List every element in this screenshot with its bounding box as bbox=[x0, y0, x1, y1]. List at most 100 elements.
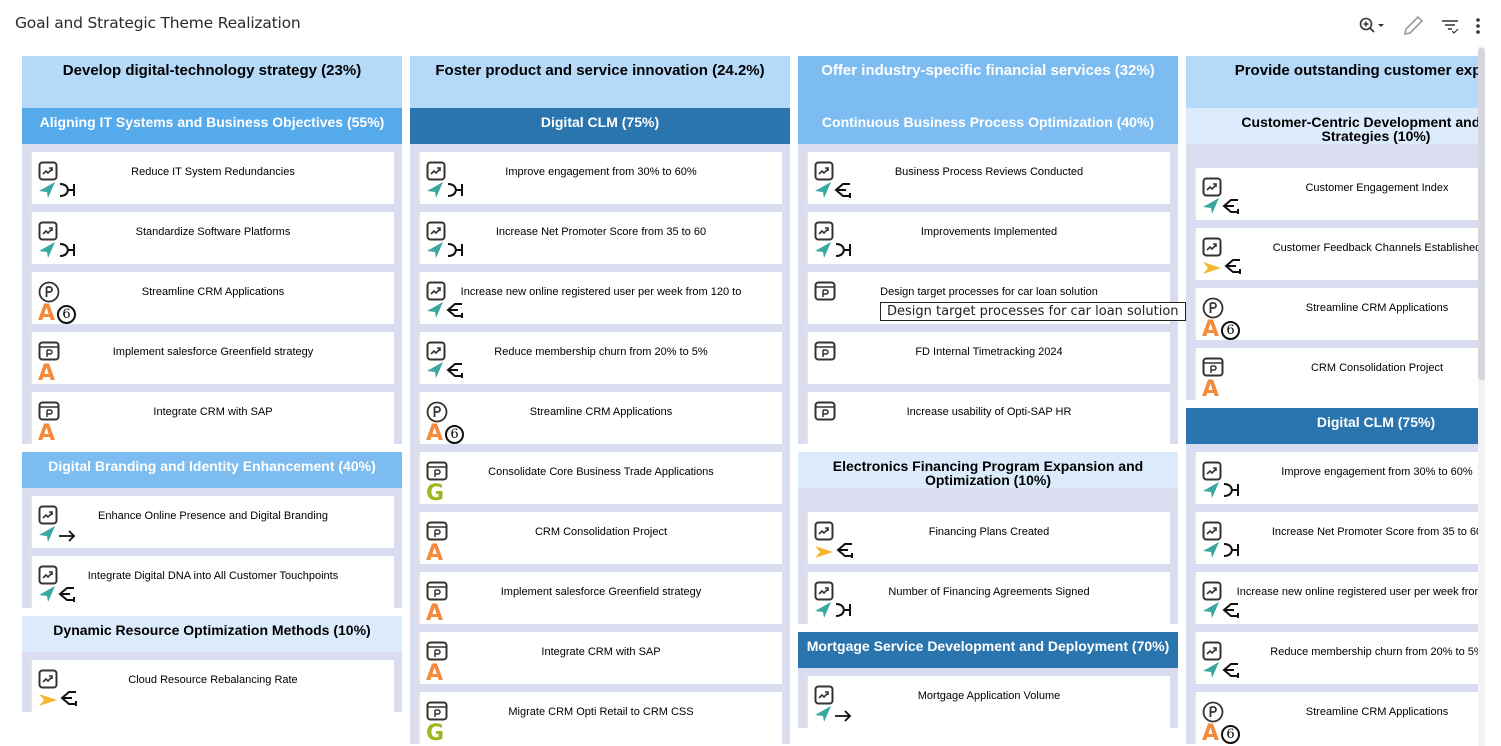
item-name: Reduce IT System Redundancies bbox=[131, 166, 295, 178]
item-card[interactable]: Streamline CRM Applications A 6 bbox=[30, 272, 394, 325]
scrollbar-thumb[interactable] bbox=[1478, 48, 1485, 380]
theme-header[interactable]: Develop digital-technology strategy (23%… bbox=[22, 56, 402, 108]
theme-header[interactable]: Foster product and service innovation (2… bbox=[410, 56, 790, 108]
item-name: Increase Net Promoter Score from 35 to 6… bbox=[495, 226, 707, 238]
item-card[interactable]: Implement salesforce Greenfield strategy… bbox=[418, 572, 782, 625]
vertical-scrollbar[interactable] bbox=[1478, 46, 1485, 746]
project-icon bbox=[426, 461, 448, 486]
column: Offer industry-specific financial servic… bbox=[798, 56, 1178, 736]
item-card[interactable]: Standardize Software Platforms bbox=[30, 212, 394, 264]
item-card[interactable]: Business Process Reviews Conducted bbox=[806, 152, 1170, 204]
item-status bbox=[814, 182, 852, 204]
item-status bbox=[38, 241, 76, 264]
column: Foster product and service innovation (2… bbox=[410, 56, 790, 746]
item-card[interactable]: Customer Feedback Channels Established bbox=[1194, 228, 1478, 280]
item-card[interactable]: Integrate CRM with SAP A bbox=[418, 632, 782, 685]
objective-group: Continuous Business Process Optimization… bbox=[798, 108, 1178, 444]
item-status bbox=[814, 706, 852, 728]
group-header[interactable]: Dynamic Resource Optimization Methods (1… bbox=[22, 616, 402, 652]
item-card[interactable]: Migrate CRM Opti Retail to CRM CSS G bbox=[418, 692, 782, 745]
item-card[interactable]: Customer Engagement Index bbox=[1194, 168, 1478, 220]
item-name: Customer Engagement Index bbox=[1305, 182, 1449, 194]
item-name: Standardize Software Platforms bbox=[135, 226, 291, 238]
group-header[interactable]: Digital CLM (75%) bbox=[410, 108, 790, 144]
zoom-in-icon[interactable] bbox=[1359, 17, 1385, 35]
item-name: Customer Feedback Channels Established bbox=[1272, 242, 1478, 254]
item-card[interactable]: Cloud Resource Rebalancing Rate bbox=[30, 660, 394, 712]
item-card[interactable]: Increase new online registered user per … bbox=[1194, 572, 1478, 624]
item-card[interactable]: Reduce IT System Redundancies bbox=[30, 152, 394, 204]
warning-arrow-icon bbox=[38, 693, 58, 712]
item-card[interactable]: Number of Financing Agreements Signed bbox=[806, 572, 1170, 624]
on-track-arrow-icon bbox=[1202, 481, 1220, 504]
project-icon bbox=[426, 581, 448, 606]
rag-status-A: A bbox=[1202, 377, 1220, 402]
group-header[interactable]: Digital Branding and Identity Enhancemen… bbox=[22, 452, 402, 488]
item-card[interactable]: Increase usability of Opti-SAP HR bbox=[806, 392, 1170, 444]
item-card[interactable]: Streamline CRM Applications A 6 bbox=[1194, 288, 1478, 341]
kpi-chart-icon bbox=[814, 161, 834, 186]
strategy-board: Develop digital-technology strategy (23%… bbox=[22, 56, 1478, 746]
group-body: Business Process Reviews Conducted Improv… bbox=[798, 144, 1178, 444]
kpi-chart-icon bbox=[426, 221, 446, 246]
group-body: Improve engagement from 30% to 60% Increa… bbox=[410, 144, 790, 745]
item-card[interactable]: Improve engagement from 30% to 60% bbox=[418, 152, 782, 204]
diverge-trend-icon bbox=[446, 361, 464, 384]
theme-header[interactable]: Provide outstanding customer experien bbox=[1186, 56, 1478, 108]
item-card[interactable]: Streamline CRM Applications A 6 bbox=[1194, 692, 1478, 745]
item-card[interactable]: Increase Net Promoter Score from 35 to 6… bbox=[418, 212, 782, 264]
project-icon bbox=[814, 281, 836, 306]
group-body: Improve engagement from 30% to 60% Increa… bbox=[1186, 444, 1478, 745]
group-header[interactable]: Mortgage Service Development and Deploym… bbox=[798, 632, 1178, 668]
item-status: A bbox=[426, 603, 443, 625]
diverge-trend-icon bbox=[446, 301, 464, 324]
converge-trend-icon bbox=[58, 241, 76, 264]
item-card[interactable]: FD Internal Timetracking 2024 bbox=[806, 332, 1170, 384]
group-header[interactable]: Aligning IT Systems and Business Objecti… bbox=[22, 108, 402, 144]
rag-status-G: G bbox=[426, 481, 445, 506]
kpi-chart-icon bbox=[426, 341, 446, 366]
item-status bbox=[1202, 197, 1240, 220]
item-card[interactable]: Streamline CRM Applications A 6 bbox=[418, 392, 782, 445]
filter-icon[interactable] bbox=[1441, 18, 1459, 34]
kpi-chart-icon bbox=[426, 161, 446, 186]
item-card[interactable]: Mortgage Application Volume bbox=[806, 676, 1170, 728]
group-header[interactable]: Continuous Business Process Optimization… bbox=[798, 108, 1178, 144]
group-header[interactable]: Electronics Financing Program Expansion … bbox=[798, 452, 1178, 488]
item-card[interactable]: Enhance Online Presence and Digital Bran… bbox=[30, 496, 394, 548]
item-card[interactable]: Implement salesforce Greenfield strategy… bbox=[30, 332, 394, 385]
item-card[interactable]: Financing Plans Created bbox=[806, 512, 1170, 564]
on-track-arrow-icon bbox=[1202, 197, 1220, 220]
item-card[interactable]: Increase Net Promoter Score from 35 to 6… bbox=[1194, 512, 1478, 564]
item-card[interactable]: Improve engagement from 30% to 60% bbox=[1194, 452, 1478, 504]
item-card[interactable]: Reduce membership churn from 20% to 5% bbox=[1194, 632, 1478, 684]
item-card[interactable]: Integrate CRM with SAP A bbox=[30, 392, 394, 445]
diverge-trend-icon bbox=[1222, 197, 1240, 220]
objective-group: Mortgage Service Development and Deploym… bbox=[798, 632, 1178, 728]
pencil-icon[interactable] bbox=[1401, 14, 1425, 38]
group-header[interactable]: Customer-Centric Development and Eng Str… bbox=[1186, 108, 1478, 144]
on-track-arrow-icon bbox=[1202, 601, 1220, 624]
item-card[interactable]: CRM Consolidation Project A bbox=[1194, 348, 1478, 402]
item-status bbox=[814, 602, 852, 624]
kpi-chart-icon bbox=[1202, 581, 1222, 606]
item-card[interactable]: Increase new online registered user per … bbox=[418, 272, 782, 324]
item-card[interactable]: Reduce membership churn from 20% to 5% bbox=[418, 332, 782, 384]
theme-header[interactable]: Offer industry-specific financial servic… bbox=[798, 56, 1178, 108]
group-header[interactable]: Digital CLM (75%) bbox=[1186, 408, 1478, 444]
item-status bbox=[1202, 481, 1240, 504]
item-name: Improve engagement from 30% to 60% bbox=[505, 166, 697, 178]
item-card[interactable]: Consolidate Core Business Trade Applicat… bbox=[418, 452, 782, 506]
item-name: Cloud Resource Rebalancing Rate bbox=[128, 674, 298, 686]
item-card[interactable]: CRM Consolidation Project A bbox=[418, 512, 782, 565]
item-card[interactable]: Integrate Digital DNA into All Customer … bbox=[30, 556, 394, 608]
program-icon bbox=[38, 281, 60, 308]
item-card[interactable]: Improvements Implemented bbox=[806, 212, 1170, 264]
more-vertical-icon[interactable] bbox=[1475, 17, 1481, 35]
group-body: Customer Engagement Index Customer Feedba… bbox=[1186, 144, 1478, 402]
item-status bbox=[38, 182, 76, 204]
warning-arrow-icon bbox=[814, 545, 834, 564]
item-status bbox=[426, 301, 464, 324]
